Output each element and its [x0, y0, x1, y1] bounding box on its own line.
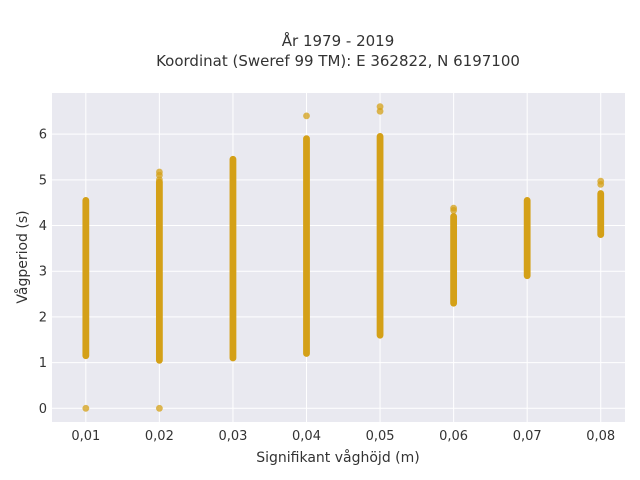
plot-area	[52, 93, 625, 422]
data-point-cluster	[376, 133, 384, 339]
x-tick-label: 0,07	[513, 429, 542, 444]
data-point	[155, 168, 163, 176]
data-point-cluster	[82, 196, 90, 360]
y-tick-label: 2	[39, 310, 47, 325]
data-point	[597, 177, 605, 185]
y-tick-label: 0	[39, 402, 47, 417]
data-point	[82, 404, 90, 412]
y-tick-label: 1	[39, 356, 47, 371]
data-point	[450, 204, 458, 212]
y-tick-label: 5	[39, 173, 47, 188]
chart-title-line-1: År 1979 - 2019	[282, 31, 395, 50]
x-tick-label: 0,03	[218, 429, 247, 444]
data-point	[376, 103, 384, 111]
data-point	[303, 112, 310, 120]
data-point-cluster	[303, 135, 310, 357]
y-tick-label: 6	[39, 128, 47, 143]
data-point-cluster	[229, 155, 237, 362]
x-axis-title: Signifikant våghöjd (m)	[256, 449, 419, 466]
data-point-cluster	[155, 178, 163, 364]
x-tick-label: 0,05	[366, 429, 395, 444]
data-point-cluster	[450, 212, 458, 307]
x-tick-label: 0,06	[439, 429, 468, 444]
tick-labels: 0,01 0,02 0,03 0,04 0,05 0,06 0,07 0,08 0 1 2 3 4 5 6	[39, 128, 615, 444]
data-marks	[82, 103, 605, 412]
y-tick-label: 4	[39, 219, 47, 234]
y-axis-title: Vågperiod (s)	[14, 210, 31, 303]
x-tick-label: 0,08	[586, 429, 615, 444]
x-tick-label: 0,04	[292, 429, 321, 444]
x-tick-label: 0,01	[71, 429, 100, 444]
x-tick-label: 0,02	[145, 429, 174, 444]
data-point-cluster	[597, 190, 605, 239]
chart-title-line-2: Koordinat (Sweref 99 TM): E 362822, N 61…	[156, 52, 520, 70]
data-point-cluster	[523, 196, 531, 280]
y-tick-label: 3	[39, 265, 47, 280]
data-point	[155, 404, 163, 412]
